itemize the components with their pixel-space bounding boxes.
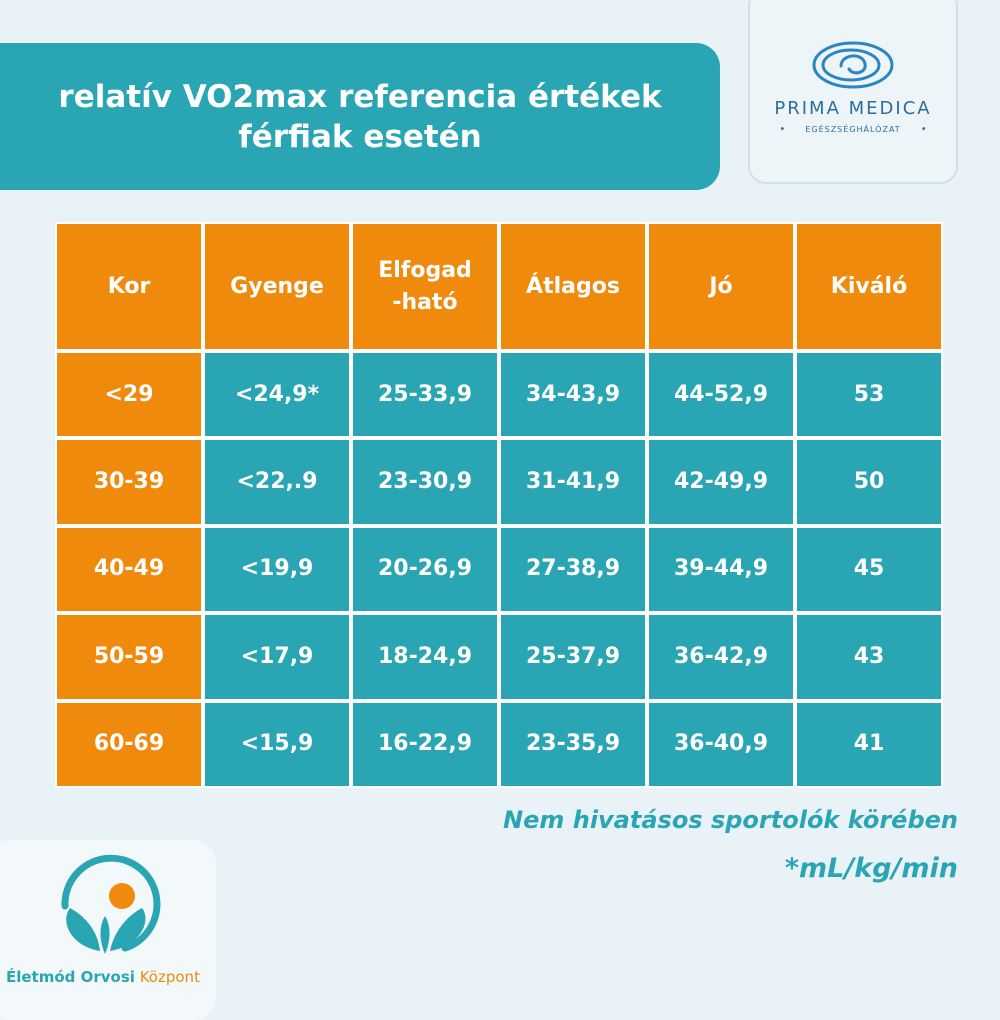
table-value-cell: 42-49,9 [649, 440, 793, 524]
dot-icon: • [920, 123, 927, 135]
table-header-cell: Elfogad -ható [353, 224, 497, 349]
table-value-cell: 41 [797, 702, 941, 786]
table-header-cell: Kor [57, 224, 201, 349]
age-group-cell: 60-69 [57, 702, 201, 786]
vo2max-reference-table: Kor Gyenge Elfogad -ható Átlagos Jó Kiváló <29… [55, 222, 943, 788]
table-value-cell: 18-24,9 [353, 615, 497, 699]
table-value-cell: 31-41,9 [501, 440, 645, 524]
table-header-cell: Átlagos [501, 224, 645, 349]
table-value-cell: 25-37,9 [501, 615, 645, 699]
table-value-cell: 34-43,9 [501, 353, 645, 437]
unit-note: *mL/kg/min [784, 853, 958, 884]
prima-medica-swirl-icon [812, 41, 894, 89]
table-value-cell: 36-42,9 [649, 615, 793, 699]
age-group-cell: 30-39 [57, 440, 201, 524]
table-value-cell: 23-30,9 [353, 440, 497, 524]
table-value-cell: 25-33,9 [353, 353, 497, 437]
table-value-cell: 36-40,9 [649, 702, 793, 786]
brand-subtitle: EGÉSZSÉGHÁLÓZAT [805, 125, 901, 134]
footer-logo-name: Életmód Orvosi [6, 968, 135, 986]
table-value-cell: 53 [797, 353, 941, 437]
table-value-cell: 50 [797, 440, 941, 524]
table-value-cell: <24,9* [205, 353, 349, 437]
table-value-cell: 45 [797, 527, 941, 612]
table-header-cell: Kiváló [797, 224, 941, 349]
age-group-cell: <29 [57, 353, 201, 437]
table-value-cell: 39-44,9 [649, 527, 793, 612]
table-value-cell: 44-52,9 [649, 353, 793, 437]
brand-name: PRIMA MEDICA [774, 98, 932, 119]
footer-logo-accent: Központ [139, 968, 200, 986]
table-value-cell: <19,9 [205, 527, 349, 612]
table-value-cell: <17,9 [205, 615, 349, 699]
audience-note: Nem hivatásos sportolók körében [503, 806, 958, 834]
table-value-cell: 16-22,9 [353, 702, 497, 786]
dot-icon: • [779, 123, 786, 135]
table-value-cell: 20-26,9 [353, 527, 497, 612]
table-value-cell: 27-38,9 [501, 527, 645, 612]
title-banner: relatív VO2max referencia értékek férfia… [0, 43, 720, 190]
table-value-cell: 43 [797, 615, 941, 699]
table-header-cell: Jó [649, 224, 793, 349]
footer-logo-text: Életmód Orvosi Központ [6, 968, 200, 986]
prima-medica-logo-card: PRIMA MEDICA • EGÉSZSÉGHÁLÓZAT • [748, 0, 958, 184]
table-value-cell: <15,9 [205, 702, 349, 786]
brand-subtitle-row: • EGÉSZSÉGHÁLÓZAT • [779, 123, 927, 135]
page-title-line-2: férfiak esetén [238, 118, 482, 155]
table-header-cell: Gyenge [205, 224, 349, 349]
age-group-cell: 50-59 [57, 615, 201, 699]
page-title-line-1: relatív VO2max referencia értékek [58, 78, 662, 115]
table-value-cell: 23-35,9 [501, 702, 645, 786]
table-value-cell: <22,.9 [205, 440, 349, 524]
life-leaves-logo-icon [61, 854, 161, 954]
age-group-cell: 40-49 [57, 527, 201, 612]
